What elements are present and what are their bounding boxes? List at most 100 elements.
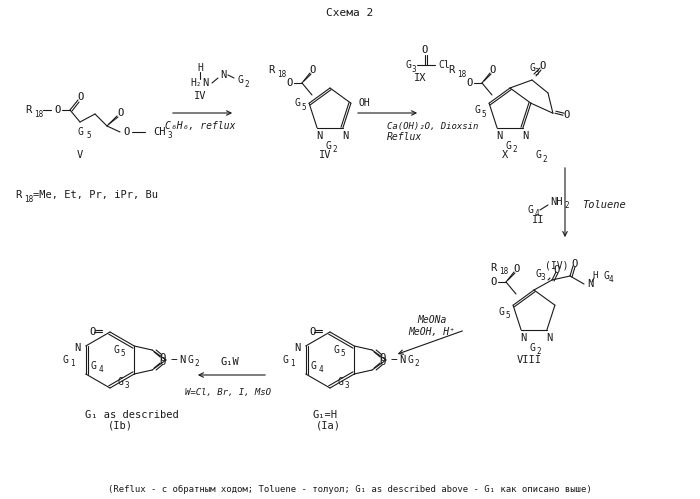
Text: (Reflux - с обратным ходом; Toluene - толуол; G₁ as described above - G₁ как опи: (Reflux - с обратным ходом; Toluene - то… — [108, 485, 592, 494]
Text: G: G — [407, 355, 413, 365]
Text: ₂: ₂ — [196, 78, 201, 87]
Text: G: G — [91, 361, 97, 371]
Text: H: H — [190, 78, 196, 88]
Text: 4: 4 — [609, 275, 613, 284]
Text: O: O — [117, 108, 123, 118]
Text: (IV): (IV) — [545, 260, 568, 270]
Text: N: N — [316, 131, 322, 141]
Text: O: O — [539, 61, 545, 71]
Text: G: G — [535, 150, 541, 160]
Text: 5: 5 — [86, 132, 90, 141]
Text: O: O — [123, 127, 130, 137]
Text: Cl: Cl — [438, 60, 449, 70]
Text: G: G — [294, 98, 300, 108]
Text: 5: 5 — [482, 109, 486, 118]
Text: 18: 18 — [24, 195, 34, 204]
Text: G: G — [113, 345, 119, 355]
Text: −: − — [391, 355, 398, 365]
Text: G: G — [529, 343, 535, 353]
Text: G: G — [187, 355, 193, 365]
Text: O: O — [309, 327, 315, 337]
Text: (Ia): (Ia) — [316, 421, 340, 431]
Text: O: O — [571, 259, 577, 269]
Text: MeONa: MeONa — [417, 315, 447, 325]
Text: G: G — [333, 345, 339, 355]
Text: 2: 2 — [512, 145, 517, 154]
Text: O: O — [379, 353, 385, 363]
Text: 2: 2 — [414, 359, 419, 368]
Text: R: R — [268, 65, 274, 75]
Text: O: O — [159, 353, 165, 363]
Text: N: N — [522, 131, 528, 141]
Text: NH: NH — [550, 197, 563, 207]
Text: 2: 2 — [332, 145, 337, 154]
Text: N: N — [179, 355, 185, 365]
Text: 2: 2 — [244, 79, 248, 88]
Text: C₆H₆, reflux: C₆H₆, reflux — [164, 121, 235, 131]
Text: Reflux: Reflux — [387, 132, 422, 142]
Text: 18: 18 — [277, 69, 286, 78]
Text: IV: IV — [318, 150, 331, 160]
Text: W=Cl, Br, I, MsO: W=Cl, Br, I, MsO — [185, 388, 271, 397]
Text: G₁=H: G₁=H — [312, 410, 337, 420]
Text: O: O — [553, 265, 559, 275]
Text: 5: 5 — [302, 103, 307, 112]
Text: G: G — [604, 271, 610, 281]
Text: N: N — [342, 131, 348, 141]
Text: G: G — [505, 141, 511, 151]
Text: G₁ as described: G₁ as described — [85, 410, 178, 420]
Text: 5: 5 — [341, 349, 345, 358]
Text: H: H — [197, 63, 203, 73]
Text: MeOH, H⁺: MeOH, H⁺ — [409, 327, 456, 337]
Text: G: G — [283, 355, 288, 365]
Text: R: R — [490, 263, 496, 273]
Text: 3: 3 — [535, 67, 539, 76]
Text: VIII: VIII — [517, 355, 542, 365]
Text: O: O — [514, 264, 520, 274]
Text: 18: 18 — [34, 109, 43, 118]
Text: 4: 4 — [99, 365, 103, 375]
Text: 2: 2 — [536, 347, 540, 356]
Text: 3: 3 — [125, 382, 130, 391]
Text: 18: 18 — [499, 267, 508, 276]
Text: G: G — [498, 307, 504, 317]
Text: V: V — [77, 150, 83, 160]
Text: 5: 5 — [120, 349, 125, 358]
Text: N: N — [496, 131, 502, 141]
Text: G: G — [77, 127, 83, 137]
Text: G: G — [311, 361, 316, 371]
Text: N: N — [520, 333, 526, 343]
Text: OH: OH — [359, 98, 371, 108]
Text: N: N — [546, 333, 552, 343]
Text: O: O — [159, 357, 165, 367]
Text: G: G — [529, 63, 535, 73]
Text: N: N — [587, 279, 594, 289]
Text: R: R — [25, 105, 32, 115]
Text: O: O — [89, 327, 95, 337]
Text: X: X — [502, 150, 508, 160]
Text: 1: 1 — [71, 359, 75, 368]
Text: =Me, Et, Pr, iPr, Bu: =Me, Et, Pr, iPr, Bu — [33, 190, 158, 200]
Text: 3: 3 — [344, 382, 349, 391]
Text: O: O — [490, 277, 496, 287]
Text: G: G — [405, 60, 411, 70]
Text: IX: IX — [414, 73, 426, 83]
Text: Toluene: Toluene — [582, 200, 626, 210]
Text: N: N — [75, 343, 81, 353]
Text: O: O — [466, 78, 473, 88]
Text: O: O — [54, 105, 60, 115]
Text: G: G — [337, 377, 343, 387]
Text: O: O — [489, 65, 495, 75]
Text: O: O — [564, 110, 570, 120]
Text: N: N — [220, 70, 226, 80]
Text: 2: 2 — [542, 155, 547, 164]
Text: O: O — [379, 357, 385, 367]
Text: −: − — [171, 355, 177, 365]
Text: Схема 2: Схема 2 — [326, 8, 374, 18]
Text: 18: 18 — [457, 69, 466, 78]
Text: G: G — [237, 75, 243, 85]
Text: 3: 3 — [412, 64, 416, 73]
Text: G: G — [536, 269, 542, 279]
Text: N: N — [399, 355, 405, 365]
Text: G: G — [474, 105, 480, 115]
